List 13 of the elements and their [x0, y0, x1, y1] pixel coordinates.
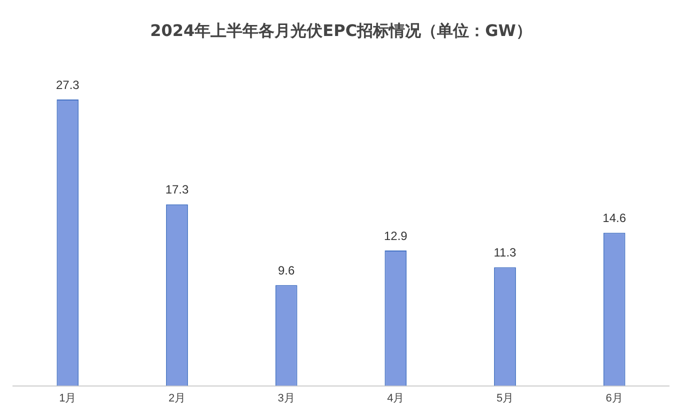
data-label: 14.6 — [602, 211, 626, 226]
x-tick-label: 4月 — [387, 392, 404, 404]
data-label: 12.9 — [384, 228, 408, 243]
data-label: 9.6 — [278, 263, 295, 278]
x-tick-label: 3月 — [278, 392, 295, 404]
x-tick-label: 1月 — [59, 392, 76, 404]
data-label: 17.3 — [165, 182, 189, 197]
x-tick-label: 6月 — [606, 392, 623, 404]
chart-title: 2024年上半年各月光伏EPC招标情况（单位：GW） — [150, 20, 532, 40]
data-label: 11.3 — [494, 246, 517, 260]
x-tick-label: 5月 — [496, 392, 514, 404]
data-label: 27.3 — [56, 78, 80, 92]
x-tick-label: 2月 — [168, 392, 186, 404]
